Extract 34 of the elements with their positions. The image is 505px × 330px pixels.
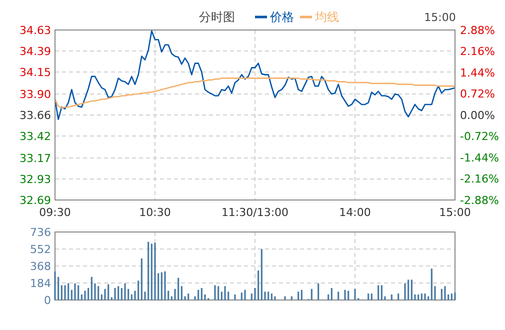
x-tick-label: 15:00 (439, 206, 471, 219)
x-tick-label: 10:30 (139, 206, 171, 219)
y-tick-label: 184 (30, 276, 51, 290)
y2-tick-label: -2.88% (460, 194, 499, 207)
chart-title: 分时图 (199, 10, 235, 24)
legend-label: 均线 (314, 10, 339, 24)
y2-tick-label: -0.72% (460, 130, 499, 144)
y2-tick-label: -2.16% (460, 172, 499, 186)
legend-label: 价格 (269, 10, 294, 24)
y2-tick-label: -1.44% (460, 151, 499, 164)
y-tick-label: 736 (30, 226, 51, 239)
y2-tick-label: 1.44% (460, 66, 495, 80)
line-series (54, 30, 456, 120)
x-tick-label: 09:30 (39, 206, 71, 219)
y2-tick-label: 2.88% (460, 24, 495, 37)
y2-tick-label: 2.16% (460, 45, 495, 58)
x-tick-label: 14:00 (339, 206, 371, 219)
y2-tick-label: 0.72% (460, 88, 495, 101)
y-tick-label: 0 (44, 294, 51, 307)
y-tick-label: 34.15 (20, 66, 51, 79)
line-series (54, 78, 456, 109)
y-tick-label: 33.42 (20, 130, 51, 143)
y-tick-label: 32.69 (20, 194, 51, 207)
y-tick-label: 34.39 (20, 44, 51, 58)
y-tick-label: 368 (30, 260, 51, 273)
y-tick-label: 33.66 (20, 108, 51, 122)
y-tick-label: 33.17 (20, 152, 51, 165)
y-tick-label: 32.93 (20, 172, 51, 186)
y-tick-label: 34.63 (20, 24, 51, 37)
text: 15:00 (424, 11, 456, 24)
y-tick-label: 552 (30, 242, 51, 256)
y-tick-label: 33.90 (20, 88, 51, 101)
y2-tick-label: 0.00% (460, 108, 495, 122)
x-tick-label: 11:30/13:00 (221, 206, 289, 219)
